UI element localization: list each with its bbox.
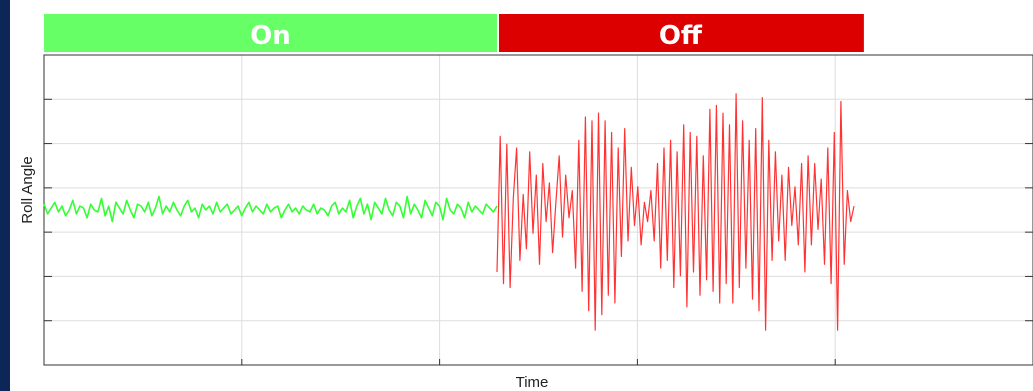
x-axis-label: Time bbox=[516, 374, 549, 391]
series-layer bbox=[43, 93, 855, 331]
series-line-on bbox=[43, 195, 498, 223]
y-axis-label: Roll Angle bbox=[19, 156, 36, 224]
roll-angle-chart: On Off Time Roll Angle bbox=[19, 14, 1033, 391]
band-off-label: Off bbox=[659, 21, 703, 51]
band-on-label: On bbox=[250, 21, 291, 51]
band-on bbox=[44, 14, 497, 52]
chart-frame: On Off Time Roll Angle bbox=[10, 0, 1033, 391]
axis-ticks bbox=[44, 98, 1033, 365]
plot-area-border bbox=[43, 54, 1033, 366]
band-off bbox=[498, 14, 864, 52]
series-line-off bbox=[496, 93, 855, 331]
